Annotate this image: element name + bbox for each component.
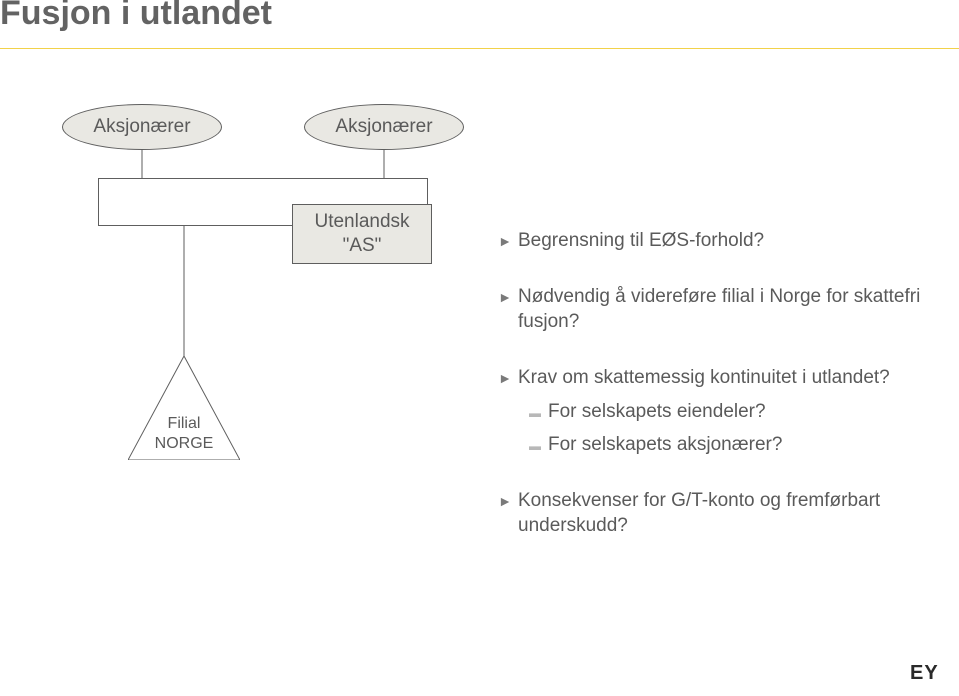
ey-logo: EY — [910, 662, 939, 685]
bullet-sub-text: For selskapets eiendeler? — [548, 399, 766, 425]
bullet-sub-item: ▬For selskapets eiendeler? — [522, 399, 932, 425]
bullet-sub-marker-icon: ▬ — [522, 438, 548, 454]
node-filial-label: FilialNORGE — [128, 414, 240, 454]
node-utenlandsk-as: Utenlandsk"AS" — [292, 204, 432, 264]
node-aksjonaerer-2: Aksjonærer — [304, 104, 464, 150]
bullet-marker-icon: ► — [492, 369, 518, 388]
bullet-item: ►Krav om skattemessig kontinuitet i utla… — [492, 365, 932, 391]
node-aksjonaerer-2-label: Aksjonærer — [335, 116, 432, 138]
bullet-item: ►Begrensning til EØS-forhold? — [492, 228, 932, 254]
bullet-item: ►Konsekvenser for G/T-konto og fremførba… — [492, 488, 932, 539]
node-utenlandsk-as-label: Utenlandsk"AS" — [314, 210, 409, 258]
bullet-marker-icon: ► — [492, 232, 518, 251]
bullet-list: ►Begrensning til EØS-forhold?►Nødvendig … — [492, 228, 932, 539]
bullet-sub-item: ▬For selskapets aksjonærer? — [522, 432, 932, 458]
node-aksjonaerer-1-label: Aksjonærer — [93, 116, 190, 138]
bullet-marker-icon: ► — [492, 288, 518, 307]
bullet-sub-marker-icon: ▬ — [522, 405, 548, 421]
bullet-text: Konsekvenser for G/T-konto og fremførbar… — [518, 488, 932, 539]
node-filial: FilialNORGE — [128, 356, 240, 460]
bullet-item: ►Nødvendig å videreføre filial i Norge f… — [492, 284, 932, 335]
bullet-sub-text: For selskapets aksjonærer? — [548, 432, 782, 458]
bullet-text: Krav om skattemessig kontinuitet i utlan… — [518, 365, 890, 391]
node-aksjonaerer-1: Aksjonærer — [62, 104, 222, 150]
bullet-text: Nødvendig å videreføre filial i Norge fo… — [518, 284, 932, 335]
bullet-marker-icon: ► — [492, 492, 518, 511]
bullet-text: Begrensning til EØS-forhold? — [518, 228, 764, 254]
